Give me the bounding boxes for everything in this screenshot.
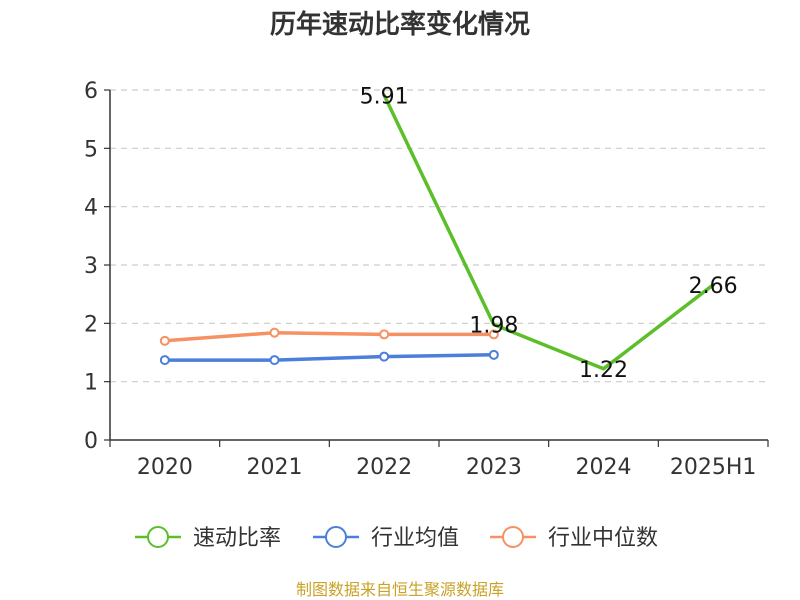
legend-swatch-marker [325, 526, 347, 548]
y-tick-label: 1 [84, 371, 98, 396]
data-point [488, 349, 499, 360]
series-line-1 [163, 353, 496, 362]
legend-label: 行业中位数 [548, 526, 658, 551]
data-label: 5.91 [360, 84, 409, 109]
y-tick-label: 2 [84, 312, 98, 337]
y-tick-label: 4 [84, 196, 98, 221]
legend-item-1[interactable]: 行业均值 [313, 526, 459, 551]
x-tick-label: 2023 [466, 455, 522, 480]
x-tick-label: 2021 [247, 455, 303, 480]
source-note: 制图数据来自恒生聚源数据库 [296, 580, 504, 599]
data-label: 1.22 [579, 358, 628, 383]
data-point [269, 355, 280, 366]
y-tick-label: 5 [84, 137, 98, 162]
data-point [269, 327, 280, 338]
data-point [488, 329, 499, 340]
data-point [379, 329, 390, 340]
x-tick-label: 2024 [576, 455, 632, 480]
y-tick-label: 6 [84, 79, 98, 104]
data-label: 2.66 [689, 274, 738, 299]
legend-swatch-marker [147, 526, 169, 548]
data-point [379, 351, 390, 362]
data-point [159, 355, 170, 366]
series-layer [159, 93, 715, 371]
series-line-2 [163, 330, 496, 343]
x-tick-label: 2020 [137, 455, 193, 480]
series-line-0 [382, 93, 715, 371]
data-point [159, 335, 170, 346]
y-tick-label: 3 [84, 254, 98, 279]
legend-label: 行业均值 [371, 526, 459, 551]
x-tick-label: 2025H1 [670, 455, 757, 480]
legend-item-0[interactable]: 速动比率 [135, 526, 281, 551]
legend[interactable]: 速动比率 行业均值 行业中位数 [135, 526, 658, 551]
axes: 0 1 2 3 4 5 6 2020 2021 2022 2023 2024 2025H1 [84, 79, 769, 480]
legend-label: 速动比率 [193, 526, 281, 551]
y-tick-label: 0 [84, 429, 98, 454]
legend-swatch-marker [502, 526, 524, 548]
legend-item-2[interactable]: 行业中位数 [490, 526, 658, 551]
data-labels: 5.91 1.98 1.22 2.66 [360, 84, 738, 383]
data-label: 1.98 [469, 314, 518, 339]
x-tick-label: 2022 [356, 455, 412, 480]
chart-title: 历年速动比率变化情况 [270, 9, 530, 40]
